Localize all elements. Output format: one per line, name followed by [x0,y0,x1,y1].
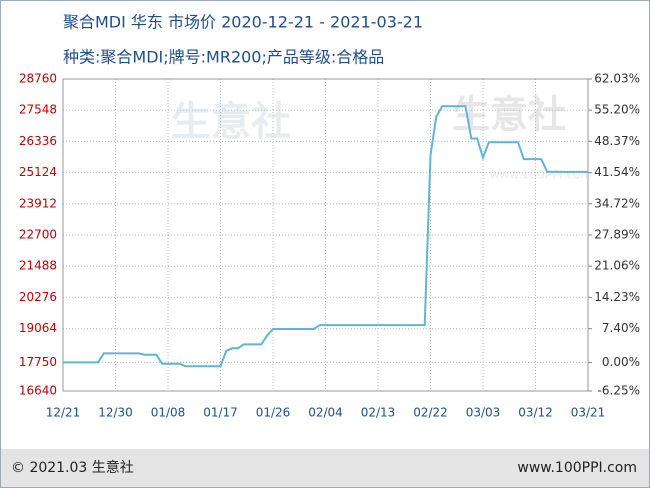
y-tick-label: 23912 [19,196,57,210]
x-tick-label: 03/03 [466,406,501,420]
footer-left: © 2021.03 生意社 [11,459,134,476]
y2-tick-label: 21.06% [594,259,640,273]
y-tick-label: 27548 [19,103,57,117]
y-tick-label: 16640 [19,384,57,398]
x-tick-label: 01/26 [256,406,291,420]
y2-tick-label: 27.89% [594,228,640,242]
y-tick-label: 28760 [19,72,57,86]
y-tick-label: 26336 [19,134,57,148]
y2-tick-label: 0.00% [602,355,640,369]
data-line [63,105,588,368]
x-tick-label: 03/12 [518,406,553,420]
footer-band [1,449,649,487]
footer-right: www.100PPI.com [517,460,637,476]
y-tick-label: 25124 [19,165,57,179]
x-tick-label: 12/30 [98,406,133,420]
watermark: 生意社 [171,99,291,145]
chart-title: 聚合MDI 华东 市场价 2020-12-21 - 2021-03-21 [63,13,423,32]
x-tick-label: 01/17 [203,406,238,420]
y2-tick-label: 14.23% [594,290,640,304]
x-tick-label: 01/08 [151,406,186,420]
y2-tick-label: 48.37% [594,134,640,148]
y2-tick-label: -6.25% [598,384,640,398]
y-tick-label: 17750 [19,355,57,369]
chart-subtitle: 种类:聚合MDI;牌号:MR200;产品等级:合格品 [63,48,384,67]
y-tick-label: 20276 [19,290,57,304]
y-tick-label: 22700 [19,228,57,242]
x-tick-label: 02/04 [308,406,343,420]
x-tick-label: 02/13 [361,406,396,420]
x-tick-label: 03/21 [571,406,606,420]
watermark-large: 生意社 [452,93,566,137]
x-tick-label: 12/21 [46,406,81,420]
y2-tick-label: 55.20% [594,103,640,117]
y2-tick-label: 41.54% [594,165,640,179]
y2-tick-label: 7.40% [602,321,640,335]
y-tick-label: 19064 [19,321,57,335]
y2-tick-label: 62.03% [594,72,640,86]
plot-frame [62,78,589,392]
watermark-url: www.100PPI.com [490,168,593,182]
y2-tick-label: 34.72% [594,196,640,210]
y-tick-label: 21488 [19,259,57,273]
x-tick-label: 02/22 [413,406,448,420]
